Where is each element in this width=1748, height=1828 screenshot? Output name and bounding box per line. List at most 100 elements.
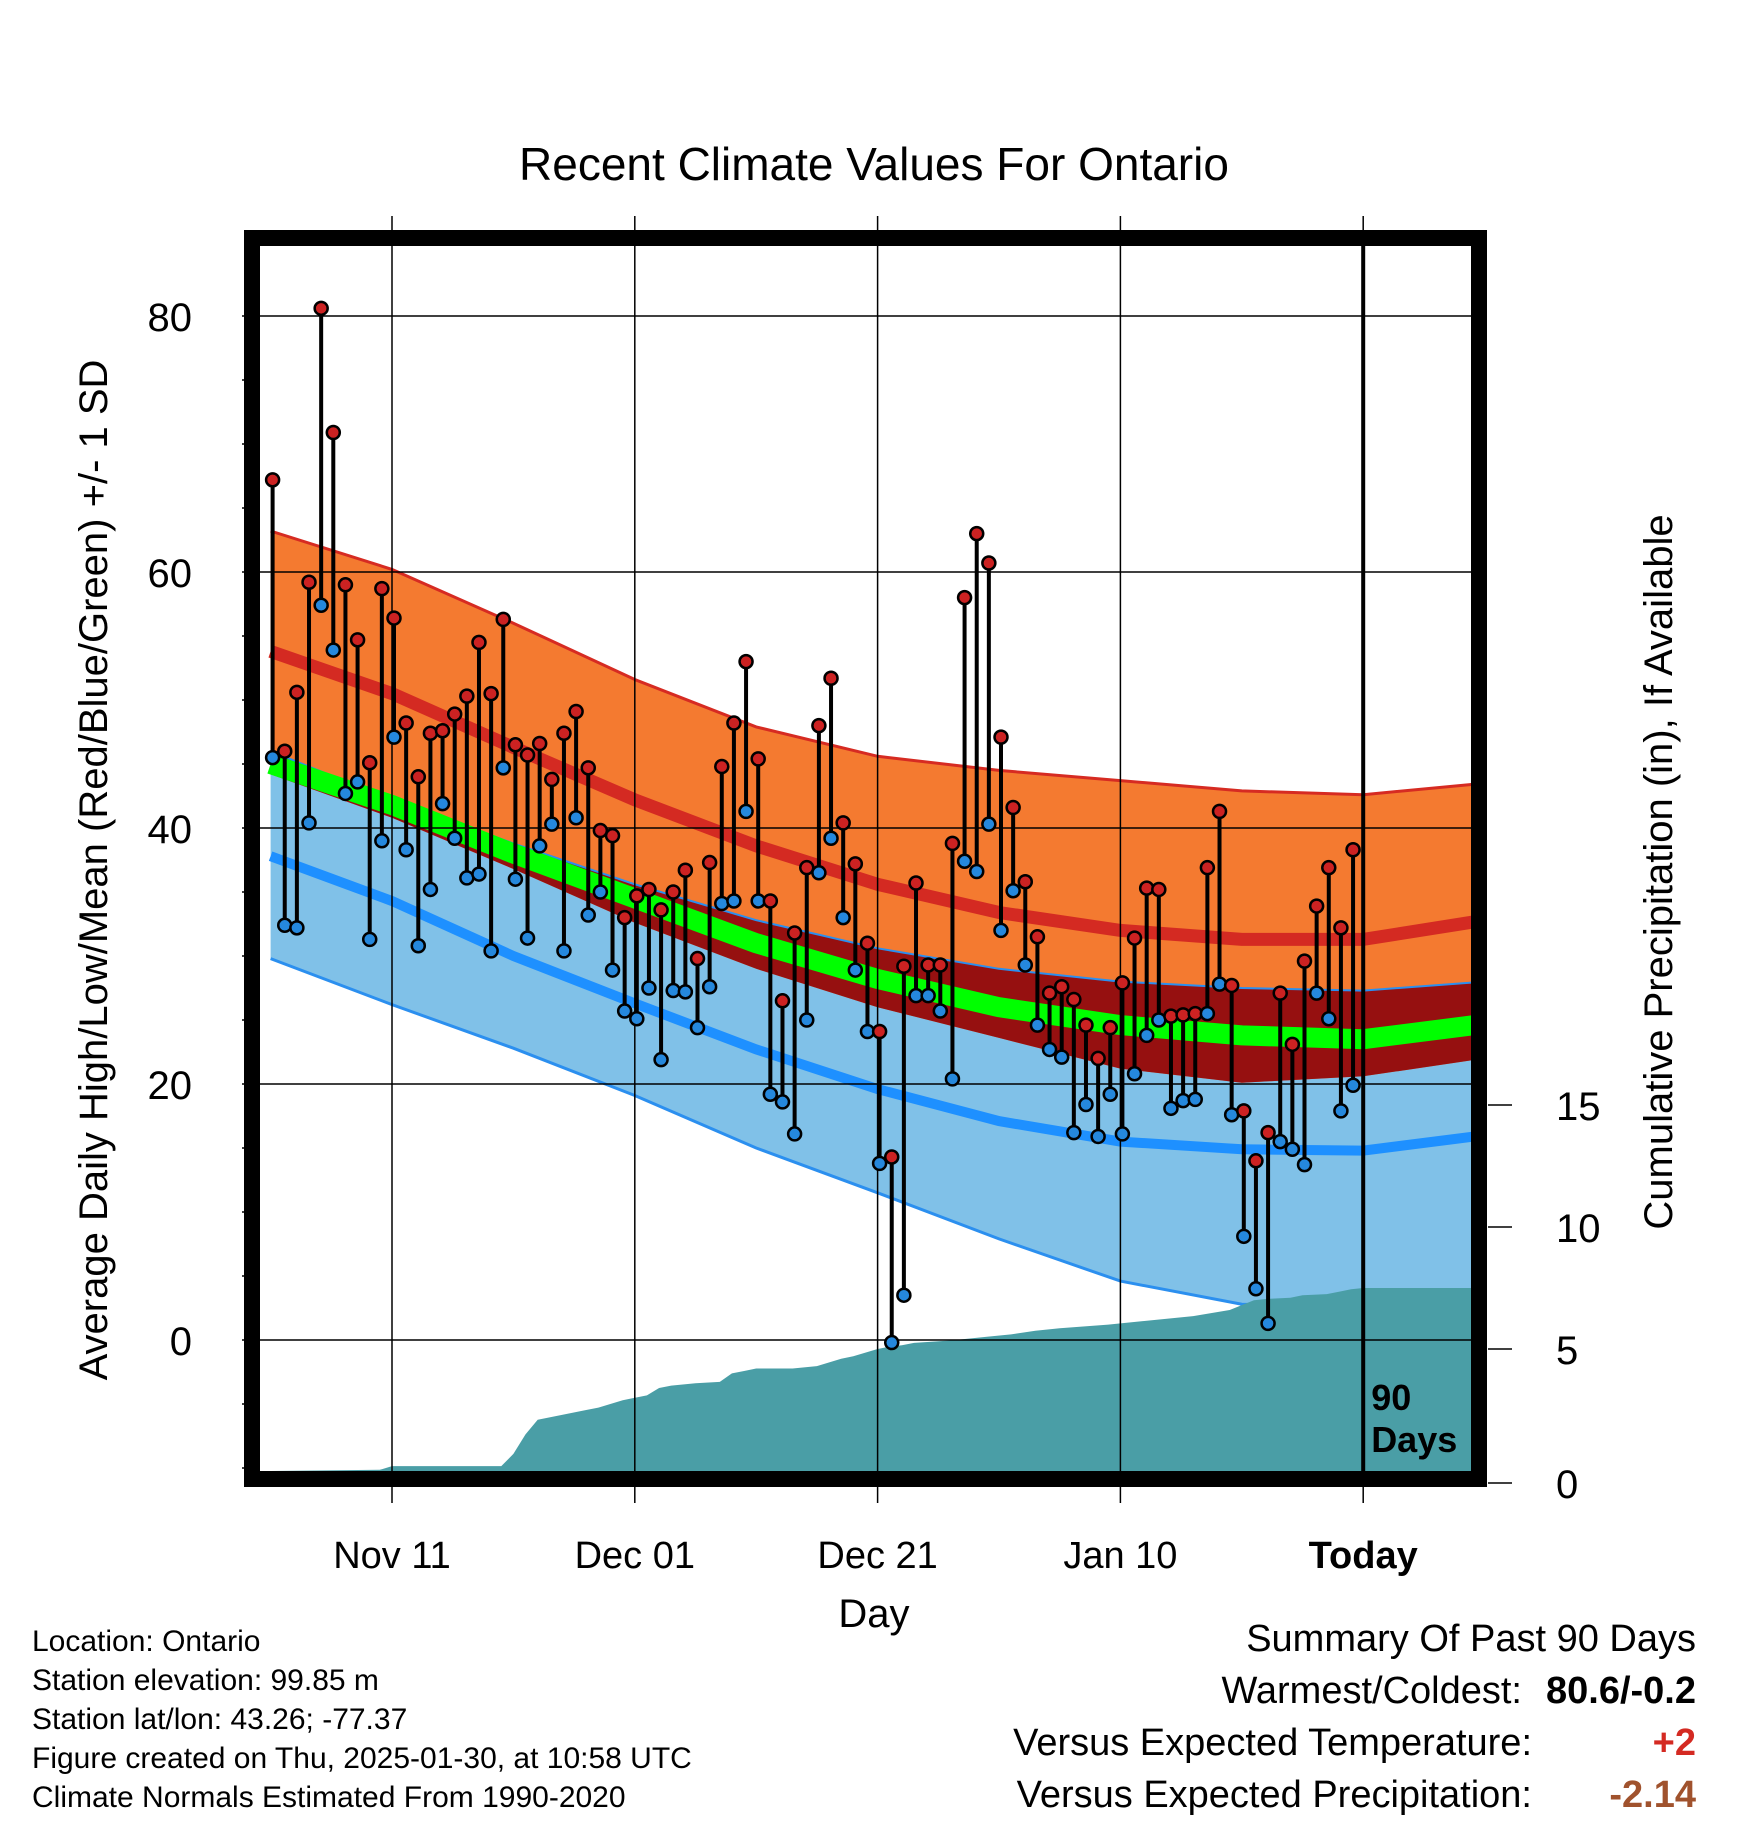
daily-low-point: [653, 1051, 669, 1068]
axes: 0 20 40 60 80 Nov 11 Dec 01 Dec 21 Jan 10 Today 0 5…: [148, 296, 1601, 1577]
y2-tick-label: 15: [1556, 1085, 1601, 1129]
y-tick-label: 80: [148, 296, 193, 340]
daily-high-point: [1211, 803, 1228, 820]
daily-high-point: [896, 958, 912, 974]
daily-high-point: [968, 525, 985, 542]
daily-low-point: [1078, 1096, 1094, 1113]
daily-high-point: [1260, 1124, 1276, 1141]
daily-high-point: [1333, 920, 1349, 936]
daily-high-point: [1223, 977, 1240, 994]
daily-low-point: [944, 1071, 961, 1087]
daily-low-point: [932, 1003, 949, 1019]
daily-low-point: [677, 984, 694, 1000]
daily-high-point: [1090, 1050, 1106, 1067]
daily-high-point: [641, 881, 657, 898]
daily-high-point: [689, 950, 706, 967]
daily-low-point: [762, 1086, 779, 1102]
x-tick-label: Dec 21: [817, 1535, 937, 1577]
daily-high-point: [519, 747, 536, 763]
daily-high-point: [459, 688, 475, 704]
daily-low-point: [1090, 1128, 1106, 1145]
daily-low-point: [835, 909, 851, 926]
daily-high-point: [1308, 898, 1325, 914]
daily-low-point: [1199, 1005, 1216, 1022]
temp-row: Versus Expected Temperature: +2: [796, 1722, 1696, 1774]
daily-low-point: [446, 830, 463, 846]
warm-cold-value: 80.6/-0.2: [1546, 1670, 1696, 1712]
daily-high-point: [750, 751, 766, 767]
daily-low-point: [556, 943, 572, 959]
daily-high-point: [1078, 1017, 1094, 1033]
daily-low-point: [920, 987, 936, 1004]
daily-high-point: [301, 574, 317, 590]
daily-low-point: [374, 833, 390, 849]
precip-row: Versus Expected Precipitation: -2.14: [796, 1774, 1696, 1826]
precip-value: -2.14: [1609, 1774, 1696, 1816]
daily-high-point: [349, 632, 366, 648]
daily-high-point: [653, 902, 669, 918]
daily-low-point: [422, 881, 439, 898]
daily-high-point: [1102, 1019, 1119, 1036]
daily-high-point: [1017, 874, 1034, 890]
daily-low-point: [811, 865, 827, 881]
daily-low-point: [1005, 882, 1021, 899]
y-tick-label: 40: [148, 808, 193, 852]
daily-low-point: [349, 774, 366, 790]
daily-low-point: [629, 1010, 645, 1027]
daily-high-point: [483, 685, 499, 702]
daily-high-point: [823, 670, 839, 686]
daily-low-point: [823, 830, 839, 846]
y2-axis-label: Cumulative Precipitation (in), If Availa…: [1637, 514, 1681, 1229]
daily-low-point: [568, 810, 584, 826]
daily-high-point: [811, 717, 827, 734]
daily-low-point: [871, 1155, 888, 1172]
chart-title: Recent Climate Values For Ontario: [519, 138, 1229, 190]
daily-low-point: [1236, 1228, 1252, 1245]
daily-low-point: [276, 917, 293, 934]
daily-high-point: [847, 856, 864, 872]
daily-low-point: [896, 1287, 912, 1303]
x-tick-label: Dec 01: [575, 1535, 695, 1577]
daily-low-point: [689, 1019, 706, 1036]
daily-low-point: [799, 1012, 815, 1028]
daily-low-point: [956, 853, 973, 870]
daily-high-point: [276, 743, 293, 759]
daily-low-point: [1345, 1077, 1361, 1094]
daily-low-point: [616, 1003, 633, 1019]
daily-high-point: [762, 893, 779, 909]
y-axis-label: Average Daily High/Low/Mean (Red/Blue/Gr…: [72, 360, 116, 1381]
daily-high-point: [410, 769, 427, 785]
daily-low-point: [507, 871, 524, 887]
daily-high-point: [568, 703, 584, 720]
daily-high-point: [859, 935, 876, 951]
daily-high-point: [1199, 859, 1216, 876]
normals-text: Climate Normals Estimated From 1990-2020: [32, 1781, 626, 1814]
daily-low-point: [434, 795, 451, 812]
daily-low-point: [361, 931, 378, 948]
daily-high-point: [944, 835, 961, 852]
y-tick-label: 20: [148, 1064, 193, 1108]
daily-low-point: [483, 943, 499, 959]
daily-high-point: [1321, 859, 1337, 876]
daily-low-point: [604, 962, 621, 978]
daily-high-point: [264, 472, 281, 488]
daily-low-point: [1333, 1103, 1349, 1119]
latlon-text: Station lat/lon: 43.26; -77.37: [32, 1703, 408, 1736]
daily-low-point: [1029, 1017, 1046, 1033]
daily-low-point: [1017, 957, 1034, 973]
daily-low-point: [495, 760, 512, 776]
daily-high-point: [374, 580, 390, 597]
daily-high-point: [1272, 985, 1288, 1001]
daily-low-point: [386, 729, 402, 745]
daily-low-point: [531, 838, 548, 854]
x-tick-label: Nov 11: [333, 1535, 451, 1577]
daily-high-point: [1284, 1036, 1301, 1053]
daily-low-point: [1138, 1027, 1155, 1044]
daily-low-point: [726, 893, 742, 909]
mean-overlap-band: [270, 751, 1485, 1083]
daily-high-point: [544, 771, 560, 788]
daily-low-point: [580, 907, 596, 923]
summary-heading-row: Summary Of Past 90 Days: [796, 1618, 1696, 1670]
